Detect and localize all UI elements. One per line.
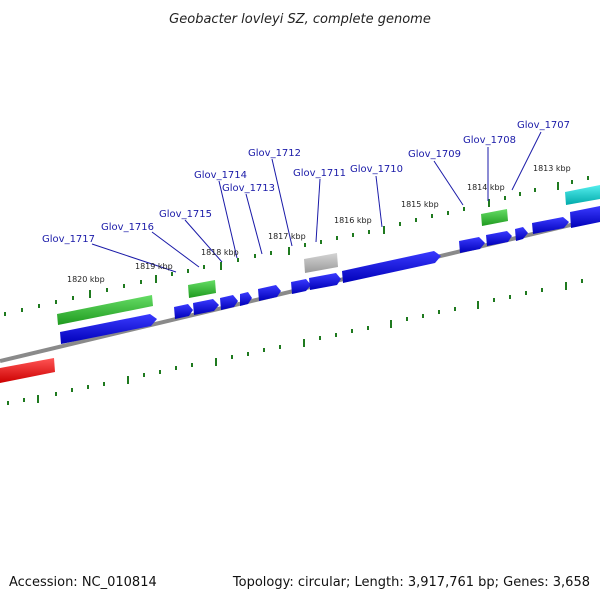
gene-glov-1712[interactable] — [258, 285, 281, 301]
gene-forward-block[interactable] — [291, 279, 311, 294]
tick-label: 1820 kbp — [67, 275, 105, 284]
gene-cyan[interactable] — [565, 185, 600, 205]
gene-forward-block[interactable] — [486, 231, 512, 246]
gene-glov-1710[interactable] — [342, 251, 441, 283]
gene-label[interactable]: Glov_1716 — [101, 222, 154, 233]
gene-glov-1714[interactable] — [220, 295, 238, 310]
gene-glov-1715[interactable] — [188, 280, 216, 298]
reverse-strand-genes — [0, 185, 600, 383]
tick-ring-outer — [7, 279, 583, 405]
gene-label[interactable]: Glov_1709 — [408, 149, 461, 160]
gene-forward-block[interactable] — [570, 206, 600, 228]
tick-labels: 1820 kbp 1819 kbp 1818 kbp 1817 kbp 1816… — [67, 164, 571, 284]
gene-glov-1717[interactable] — [57, 295, 153, 325]
gene-label[interactable]: Glov_1710 — [350, 164, 403, 175]
gene-glov-1709[interactable] — [459, 237, 485, 253]
gene-glov-1711[interactable] — [304, 253, 338, 273]
gene-label[interactable]: Glov_1715 — [159, 209, 212, 220]
tick-label: 1817 kbp — [268, 232, 306, 241]
tick-label: 1814 kbp — [467, 183, 505, 192]
gene-label[interactable]: Glov_1714 — [194, 170, 247, 181]
gene-glov-1716[interactable] — [60, 314, 157, 344]
gene-glov-1707[interactable] — [532, 217, 569, 234]
gene-label[interactable]: Glov_1712 — [248, 148, 301, 159]
gene-label[interactable]: Glov_1707 — [517, 120, 570, 131]
gene-label[interactable]: Glov_1708 — [463, 135, 516, 146]
accession-text: Accession: NC_010814 — [9, 575, 157, 590]
gene-red[interactable] — [0, 358, 55, 383]
gene-forward-block[interactable] — [309, 273, 341, 290]
label-leaders — [91, 131, 542, 273]
gene-forward-block[interactable] — [174, 304, 193, 319]
tick-label: 1816 kbp — [334, 216, 372, 225]
forward-strand-genes — [60, 206, 600, 344]
tick-label: 1813 kbp — [533, 164, 571, 173]
gene-label[interactable]: Glov_1711 — [293, 168, 346, 179]
gene-label[interactable]: Glov_1713 — [222, 183, 275, 194]
tick-ring-inner — [4, 176, 589, 316]
gene-glov-1713[interactable] — [240, 292, 252, 306]
gene-forward-block[interactable] — [515, 227, 528, 241]
tick-label: 1815 kbp — [401, 200, 439, 209]
genome-title: Geobacter lovleyi SZ, complete genome — [169, 12, 431, 27]
gene-glov-1708[interactable] — [481, 209, 508, 226]
tick-label: 1819 kbp — [135, 262, 173, 271]
gene-labels: Glov_1717 Glov_1716 Glov_1715 Glov_1714 … — [42, 120, 570, 245]
gene-label[interactable]: Glov_1717 — [42, 234, 95, 245]
tick-label: 1818 kbp — [201, 248, 239, 257]
gene-forward-block[interactable] — [193, 299, 219, 315]
genome-summary-text: Topology: circular; Length: 3,917,761 bp… — [232, 575, 590, 590]
